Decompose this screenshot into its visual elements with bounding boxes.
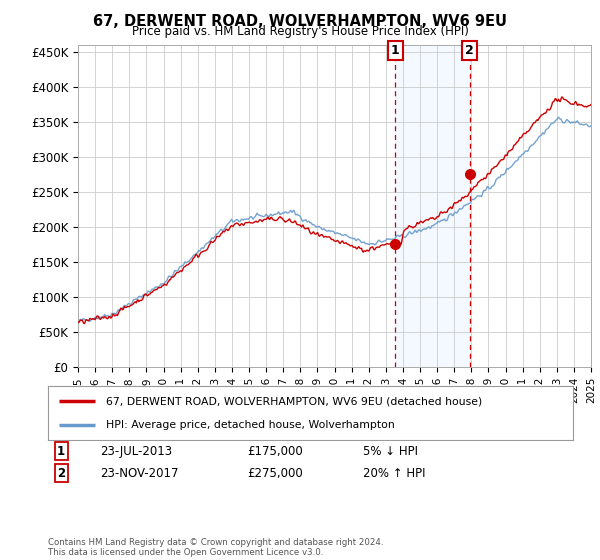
Text: 1: 1	[57, 445, 65, 458]
Text: Contains HM Land Registry data © Crown copyright and database right 2024.
This d: Contains HM Land Registry data © Crown c…	[48, 538, 383, 557]
Text: HPI: Average price, detached house, Wolverhampton: HPI: Average price, detached house, Wolv…	[106, 419, 395, 430]
Text: 23-NOV-2017: 23-NOV-2017	[101, 466, 179, 480]
Text: 2: 2	[465, 44, 474, 57]
Text: Price paid vs. HM Land Registry's House Price Index (HPI): Price paid vs. HM Land Registry's House …	[131, 25, 469, 38]
Text: 67, DERWENT ROAD, WOLVERHAMPTON, WV6 9EU: 67, DERWENT ROAD, WOLVERHAMPTON, WV6 9EU	[93, 14, 507, 29]
Text: 5% ↓ HPI: 5% ↓ HPI	[363, 445, 418, 458]
Text: 20% ↑ HPI: 20% ↑ HPI	[363, 466, 425, 480]
Text: 2: 2	[57, 466, 65, 480]
Bar	[395, 45, 470, 367]
Text: £275,000: £275,000	[248, 466, 303, 480]
Text: 67, DERWENT ROAD, WOLVERHAMPTON, WV6 9EU (detached house): 67, DERWENT ROAD, WOLVERHAMPTON, WV6 9EU…	[106, 396, 482, 407]
Text: 1: 1	[391, 44, 400, 57]
Text: £175,000: £175,000	[248, 445, 303, 458]
Text: 23-JUL-2013: 23-JUL-2013	[101, 445, 173, 458]
